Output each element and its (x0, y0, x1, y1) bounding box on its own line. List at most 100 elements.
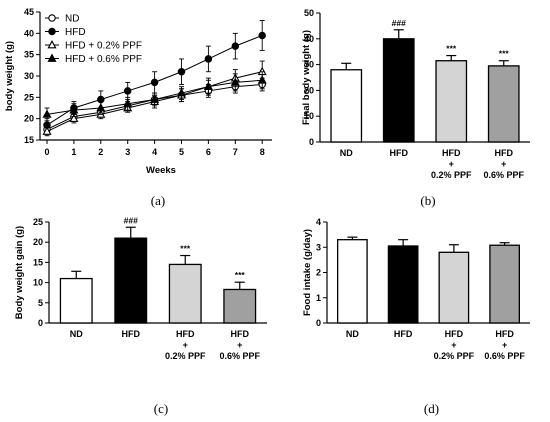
panel-label: (b) (420, 193, 435, 208)
y-tick-label: 20 (304, 85, 314, 95)
y-tick-label: 20 (24, 114, 34, 124)
x-tick-label: HFD (122, 329, 141, 339)
significance-label: *** (180, 244, 191, 254)
x-tick-label: + (502, 340, 507, 350)
data-point (177, 67, 186, 76)
y-tick-label: 40 (24, 28, 34, 38)
y-tick-label: 30 (304, 60, 314, 70)
y-axis-label: Body weight gain (g) (14, 226, 25, 319)
bar (168, 263, 202, 324)
bar (382, 38, 415, 143)
bar (114, 237, 148, 324)
data-point (176, 88, 187, 97)
bar (489, 244, 520, 324)
legend-entry: HFD + 0.2% PPF (65, 41, 142, 52)
x-tick-label: 8 (260, 147, 265, 157)
y-tick-label: 35 (24, 50, 34, 60)
y-tick-label: 15 (33, 257, 43, 267)
y-tick-label: 50 (304, 8, 314, 18)
y-axis-label: Final body weight (g) (301, 30, 312, 125)
data-point (203, 81, 213, 91)
x-tick-label: + (451, 340, 456, 350)
data-point (123, 87, 132, 95)
x-tick-label: ND (340, 148, 353, 158)
data-point (230, 77, 240, 86)
data-point (257, 75, 267, 84)
x-tick-label: HFD (495, 148, 514, 158)
y-tick-label: 0 (38, 318, 43, 328)
legend-marker (48, 14, 56, 22)
x-tick-label: 0 (44, 147, 49, 157)
legend-marker (47, 53, 57, 62)
x-tick-label: 2 (98, 147, 103, 157)
y-tick-label: 25 (33, 217, 43, 227)
x-tick-label: 6 (206, 147, 211, 157)
x-tick-label: 5 (179, 147, 184, 157)
x-tick-label: HFD (495, 329, 514, 339)
bar (337, 239, 368, 324)
data-point (42, 109, 52, 118)
x-tick-label: 0.2% PPF (434, 351, 475, 361)
x-tick-label: + (449, 159, 454, 169)
x-tick-label: 7 (233, 147, 238, 157)
x-tick-label: HFD (394, 329, 413, 339)
significance-label: ### (392, 18, 406, 28)
panel-label: (a) (151, 193, 165, 208)
x-tick-label: + (237, 340, 242, 350)
y-axis-label: Food intake (g/day) (302, 229, 313, 316)
y-tick-label: 10 (33, 278, 43, 288)
x-tick-label: 0.2% PPF (431, 170, 472, 180)
data-point (258, 31, 266, 40)
x-tick-label: HFD (176, 329, 195, 339)
y-tick-label: 0 (316, 318, 321, 328)
y-tick-label: 5 (38, 298, 43, 308)
panel-label: (d) (424, 401, 439, 416)
data-point (204, 55, 213, 63)
x-tick-label: 3 (125, 147, 130, 157)
x-tick-label: HFD (231, 329, 250, 339)
bar (387, 245, 419, 324)
data-point (150, 78, 159, 87)
data-point (96, 103, 106, 112)
y-tick-label: 0 (309, 137, 314, 147)
legend-entry: HFD (65, 27, 86, 38)
bar (435, 60, 468, 143)
data-point (69, 113, 79, 123)
x-tick-label: 0.6% PPF (484, 351, 525, 361)
y-tick-label: 45 (24, 7, 34, 17)
bar (487, 65, 520, 143)
x-tick-label: ND (70, 329, 83, 339)
data-point (150, 94, 160, 103)
data-point (42, 126, 52, 135)
data-point (231, 42, 240, 50)
y-tick-label: 1 (316, 293, 321, 303)
bar (330, 69, 363, 143)
bar (59, 277, 93, 324)
y-tick-label: 30 (24, 71, 34, 81)
significance-label: *** (235, 270, 246, 280)
legend-marker (48, 27, 56, 36)
x-tick-label: + (501, 159, 506, 169)
x-tick-label: HFD (390, 148, 409, 158)
y-tick-label: 4 (316, 217, 321, 227)
x-tick-label: 1 (71, 147, 76, 157)
legend-marker (47, 40, 57, 49)
significance-label: ### (124, 215, 138, 225)
legend-entry: HFD + 0.6% PPF (65, 54, 142, 65)
x-axis-label: Weeks (146, 165, 176, 176)
legend-entry: ND (65, 14, 79, 25)
x-tick-label: 0.2% PPF (165, 351, 206, 361)
y-tick-label: 25 (24, 92, 34, 102)
y-tick-label: 40 (304, 34, 314, 44)
significance-label: *** (446, 44, 457, 54)
y-tick-label: 10 (304, 111, 314, 121)
x-tick-label: ND (346, 329, 359, 339)
x-tick-label: HFD (445, 329, 464, 339)
x-tick-label: HFD (442, 148, 461, 158)
bar (223, 288, 257, 324)
x-tick-label: 0.6% PPF (483, 170, 524, 180)
y-axis-label: body weight (g) (4, 41, 15, 111)
y-tick-label: 3 (316, 242, 321, 252)
